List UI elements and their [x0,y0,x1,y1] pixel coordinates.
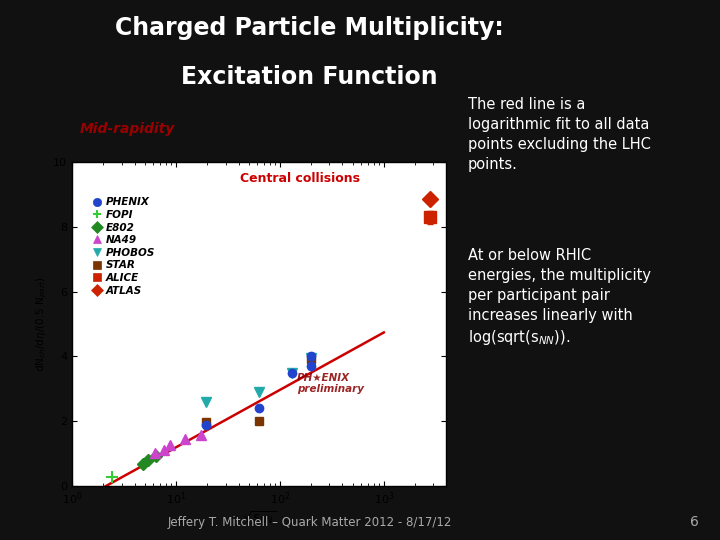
Text: Central collisions: Central collisions [240,172,361,185]
Y-axis label: dN$_{ch}$/d$\eta$/(0.5 N$_{part}$): dN$_{ch}$/d$\eta$/(0.5 N$_{part}$) [35,276,49,372]
Text: PH★ENIX
preliminary: PH★ENIX preliminary [297,373,364,394]
Text: The red line is a
logarithmic fit to all data
points excluding the LHC
points.: The red line is a logarithmic fit to all… [468,97,651,172]
X-axis label: $\sqrt{s_{NN}}$: $\sqrt{s_{NN}}$ [243,510,276,527]
Text: 6: 6 [690,515,698,529]
Text: Excitation Function: Excitation Function [181,65,438,89]
Text: At or below RHIC
energies, the multiplicity
per participant pair
increases linea: At or below RHIC energies, the multiplic… [468,248,651,347]
Text: Jeffery T. Mitchell – Quark Matter 2012 - 8/17/12: Jeffery T. Mitchell – Quark Matter 2012 … [168,516,451,529]
Text: Charged Particle Multiplicity:: Charged Particle Multiplicity: [115,16,504,40]
Text: Mid-rapidity: Mid-rapidity [79,122,175,136]
Legend: PHENIX, FOPI, E802, NA49, PHOBOS, STAR, ALICE, ATLAS: PHENIX, FOPI, E802, NA49, PHOBOS, STAR, … [89,193,160,300]
